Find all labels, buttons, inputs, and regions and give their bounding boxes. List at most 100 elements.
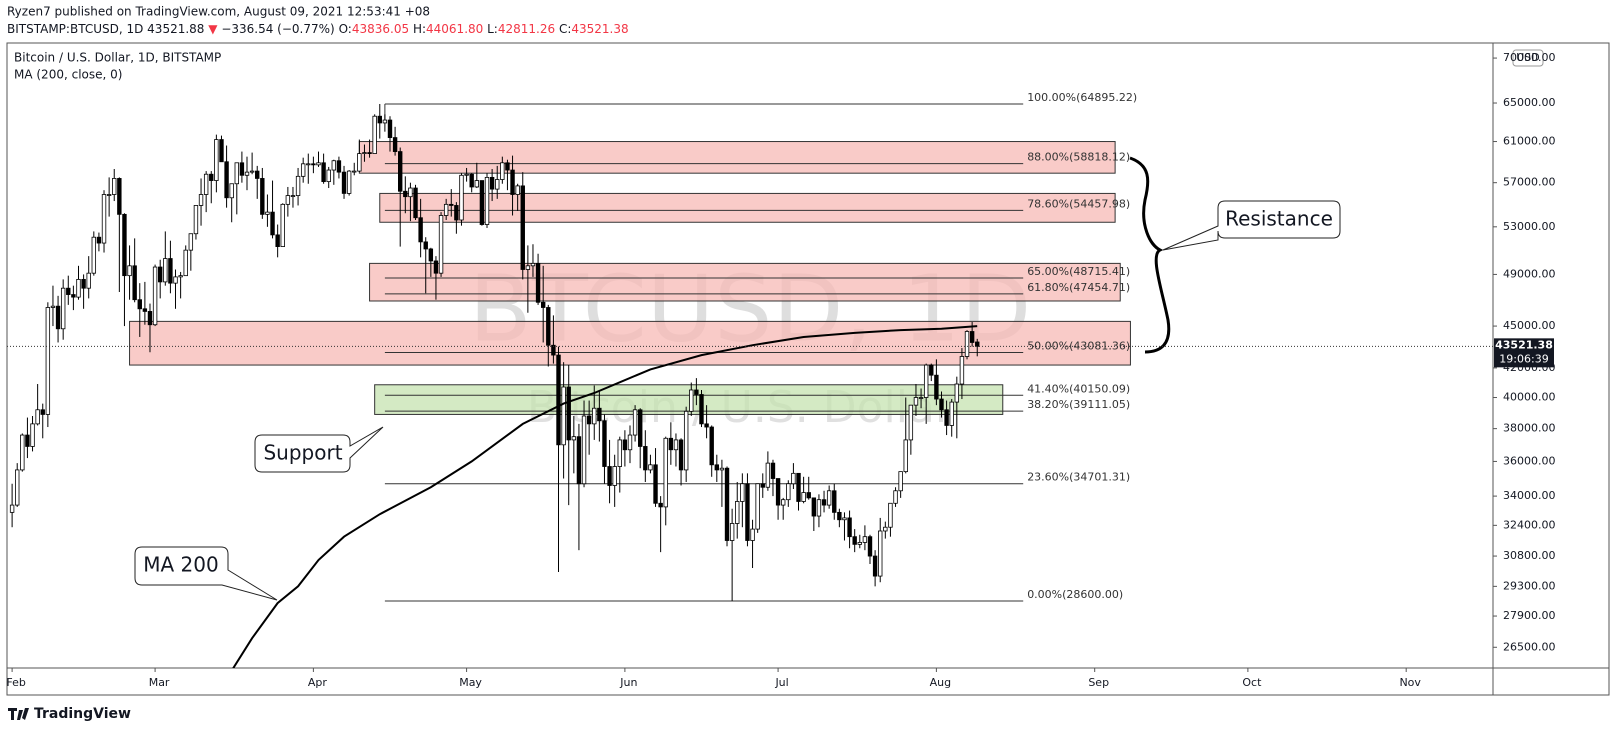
body [198, 194, 204, 206]
candle [438, 212, 444, 277]
fib-label: 65.00%(48715.41) [1027, 265, 1130, 278]
zone [358, 141, 1116, 174]
body [566, 386, 571, 441]
currency-badge[interactable] [1512, 49, 1544, 67]
body [709, 426, 714, 466]
body [535, 262, 541, 303]
candle [821, 490, 827, 513]
body [382, 119, 388, 124]
body [413, 187, 418, 219]
body [91, 236, 97, 274]
body [321, 162, 326, 183]
body [663, 437, 668, 508]
candle [699, 389, 704, 428]
candle [510, 155, 515, 216]
body [826, 490, 832, 506]
candle [837, 508, 842, 528]
body [403, 190, 408, 198]
c-label: C: [559, 22, 571, 36]
candle [152, 264, 158, 327]
last: 43521.88 [147, 22, 204, 36]
body [510, 169, 515, 195]
body [898, 471, 903, 492]
body [954, 383, 960, 403]
candle [449, 189, 454, 217]
candle [918, 388, 924, 409]
candle [377, 103, 382, 139]
x-tick-label: Jun [619, 676, 637, 689]
candle [398, 147, 403, 247]
candle [617, 436, 622, 493]
body [944, 409, 949, 426]
body [316, 162, 321, 166]
candle [219, 135, 224, 163]
body [847, 517, 852, 538]
body [362, 152, 367, 154]
brand[interactable]: TradingView [34, 706, 131, 722]
body [612, 466, 617, 486]
candle [683, 406, 689, 482]
candle [306, 153, 311, 184]
candle [464, 167, 469, 182]
candle [112, 169, 117, 202]
body [750, 528, 755, 541]
candle [551, 315, 556, 364]
candle [183, 245, 188, 277]
body [244, 171, 250, 176]
candle [188, 233, 194, 271]
candle [622, 430, 628, 467]
x-tick-label: May [459, 676, 482, 689]
callout-text: Resistance [1225, 207, 1333, 231]
body [275, 234, 280, 247]
body [918, 397, 924, 399]
candle [694, 378, 699, 406]
candle [270, 180, 275, 239]
body [423, 241, 428, 250]
candle [137, 283, 142, 337]
x-tick-label: Sep [1088, 676, 1109, 689]
body [632, 409, 638, 436]
callout-text: MA 200 [143, 553, 218, 577]
candle [403, 176, 408, 214]
body [816, 499, 822, 517]
candle [939, 391, 944, 418]
body [959, 356, 965, 385]
body [643, 446, 648, 471]
body [15, 469, 20, 506]
candle [25, 417, 30, 459]
body [786, 483, 791, 501]
candle [45, 302, 51, 428]
body [306, 163, 311, 166]
body [209, 173, 214, 181]
body [438, 215, 444, 274]
body [311, 163, 316, 166]
body [433, 260, 439, 274]
body [832, 490, 837, 513]
body [592, 407, 597, 425]
body [515, 185, 520, 195]
candle [832, 483, 837, 520]
candle [311, 156, 316, 174]
body [888, 502, 893, 528]
candle [203, 171, 209, 213]
body [224, 161, 229, 199]
body [627, 434, 633, 451]
body [469, 173, 474, 188]
candle [786, 480, 791, 507]
body [607, 466, 612, 486]
candle [632, 405, 638, 442]
candle [357, 139, 362, 173]
body [484, 176, 490, 225]
candle [157, 259, 163, 299]
y-tick-label: 40000.00 [1503, 391, 1556, 404]
candle [66, 275, 71, 305]
body [398, 151, 403, 192]
candle [300, 157, 306, 183]
body [249, 170, 255, 173]
candle [581, 400, 587, 488]
candle [55, 295, 61, 343]
last-price-label: 43521.38 [1495, 338, 1553, 351]
body [597, 407, 602, 422]
candle [566, 365, 571, 506]
